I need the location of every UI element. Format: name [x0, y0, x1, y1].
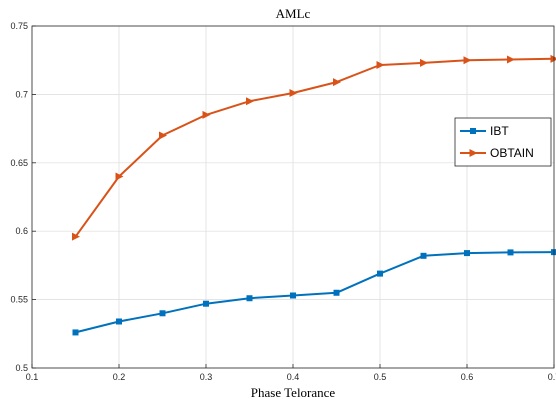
y-tick-label: 0.6 [15, 226, 28, 236]
x-tick-label: 0.1 [26, 372, 39, 382]
legend-label: OBTAIN [490, 146, 534, 160]
series-layer [72, 54, 556, 336]
data-point [289, 89, 298, 98]
data-point [115, 172, 124, 181]
series-obtain [72, 54, 556, 241]
data-point [203, 300, 209, 307]
data-point [290, 292, 296, 299]
data-point [72, 232, 80, 241]
data-point [116, 318, 122, 325]
legend-marker [470, 128, 476, 134]
x-tick-label: 0.7 [548, 372, 556, 382]
data-point [420, 58, 428, 67]
y-tick-label: 0.55 [10, 295, 28, 305]
chart-title: AMLc [276, 6, 311, 21]
x-tick-label: 0.3 [200, 372, 213, 382]
data-point [159, 310, 166, 317]
data-point [507, 249, 514, 256]
x-axis-title: Phase Telorance [251, 385, 336, 400]
data-point [377, 270, 383, 277]
x-tick-label: 0.4 [287, 372, 300, 382]
series-ibt [72, 249, 556, 336]
y-tick-label: 0.65 [10, 158, 28, 168]
data-point [551, 249, 556, 256]
x-tick-label: 0.2 [113, 372, 126, 382]
data-point [376, 60, 385, 69]
data-point [550, 54, 556, 63]
y-tick-label: 0.5 [15, 363, 28, 373]
data-point [420, 252, 427, 259]
data-point [333, 289, 340, 296]
y-tick-label: 0.75 [10, 21, 28, 31]
y-tick-label: 0.7 [15, 89, 28, 99]
series-line [75, 251, 555, 334]
x-tick-label: 0.5 [374, 372, 387, 382]
data-point [463, 56, 472, 65]
data-point [464, 250, 470, 257]
series-line [74, 57, 555, 238]
legend-box [454, 117, 552, 167]
data-point [159, 131, 167, 140]
legend: IBT OBTAIN [454, 117, 552, 167]
legend-entry: IBT [460, 124, 509, 138]
legend-marker [469, 149, 478, 157]
data-point [246, 97, 254, 106]
legend-label: IBT [490, 124, 509, 138]
ticks: 0.1 0.2 0.3 0.4 0.5 0.6 0.7 0.5 0.55 0.6 0.65 0.7 0.… [10, 21, 556, 382]
data-point [246, 295, 253, 302]
data-point [507, 55, 515, 64]
legend-entry: OBTAIN [460, 146, 534, 160]
data-point [72, 329, 79, 336]
data-point [202, 110, 211, 119]
data-point [333, 78, 341, 87]
x-tick-label: 0.6 [461, 372, 474, 382]
